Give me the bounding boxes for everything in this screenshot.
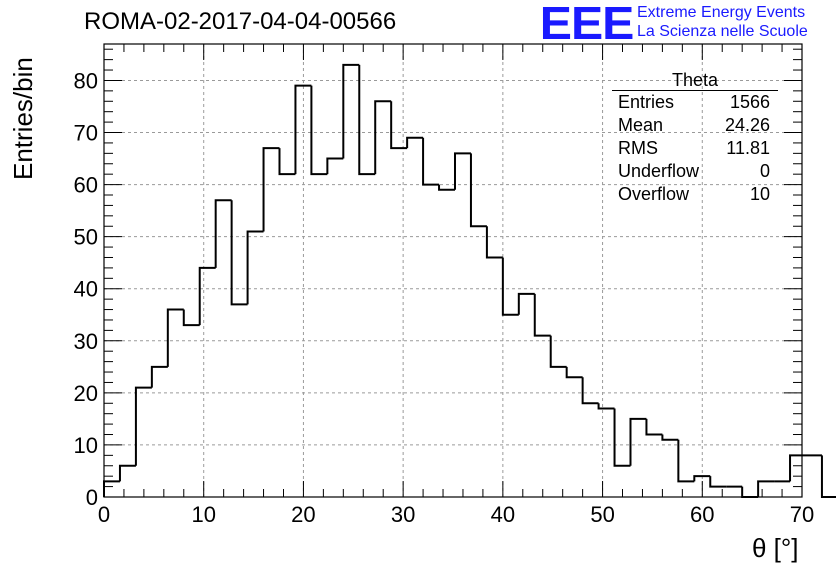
grid-lines bbox=[104, 44, 802, 497]
histogram-bin bbox=[230, 200, 248, 306]
histogram-bin bbox=[709, 476, 727, 488]
histogram-bin bbox=[198, 266, 216, 326]
histogram-bin bbox=[533, 293, 551, 337]
histogram-bin bbox=[406, 136, 424, 149]
histogram-bin bbox=[485, 226, 503, 259]
stats-row: Overflow 10 bbox=[612, 183, 778, 206]
y-tick-label: 20 bbox=[74, 381, 98, 406]
y-tick-label: 10 bbox=[74, 433, 98, 458]
stats-value: 24.26 bbox=[724, 115, 770, 135]
y-tick-label: 40 bbox=[74, 277, 98, 302]
histogram-bin bbox=[597, 403, 615, 410]
histogram-bin bbox=[789, 454, 806, 482]
x-tick-label: 20 bbox=[291, 502, 315, 527]
x-tick-label: 60 bbox=[690, 502, 714, 527]
histogram-bin bbox=[374, 100, 392, 175]
histogram-bin bbox=[118, 464, 136, 482]
logo-line-2: La Scienza nelle Scuole bbox=[637, 23, 808, 40]
histogram-bin bbox=[517, 292, 535, 315]
y-tick-label: 60 bbox=[74, 173, 98, 198]
x-tick-label: 70 bbox=[790, 502, 814, 527]
plot-frame bbox=[103, 43, 803, 498]
tick-labels: 0 10 20 30 40 50 60 70 0 10 20 30 40 50 60 70 80 bbox=[74, 68, 815, 527]
stats-row: Mean 24.26 bbox=[612, 114, 778, 137]
histogram-bin bbox=[581, 377, 599, 405]
stats-label: Underflow bbox=[618, 161, 700, 181]
histogram-bin bbox=[677, 439, 695, 483]
stats-box-title: Theta bbox=[612, 70, 778, 91]
histogram-bin bbox=[134, 386, 152, 466]
logo-line-1: Extreme Energy Events bbox=[637, 4, 806, 21]
stats-label: Mean bbox=[618, 115, 664, 135]
eee-logo: EEE bbox=[539, 0, 635, 49]
histogram-bin bbox=[820, 455, 836, 498]
histogram-bin bbox=[150, 365, 168, 388]
stats-value: 11.81 bbox=[726, 138, 770, 158]
histogram-bin bbox=[453, 152, 471, 190]
x-tick-label: 10 bbox=[191, 502, 215, 527]
histogram-bin bbox=[294, 84, 312, 175]
histogram-bars bbox=[103, 63, 836, 498]
histogram-bin bbox=[422, 137, 440, 186]
x-axis-label: θ [°] bbox=[752, 533, 799, 563]
stats-value: 10 bbox=[749, 184, 770, 204]
histogram-bin bbox=[629, 417, 647, 466]
x-tick-label: 40 bbox=[491, 502, 515, 527]
histogram-bin bbox=[358, 64, 376, 176]
histogram-bin bbox=[565, 366, 583, 379]
x-tick-label: 50 bbox=[590, 502, 614, 527]
stats-row: RMS 11.81 bbox=[612, 137, 778, 160]
y-tick-label: 70 bbox=[74, 121, 98, 146]
histogram-bin bbox=[741, 486, 759, 498]
x-tick-label: 0 bbox=[98, 502, 110, 527]
axes bbox=[103, 43, 803, 498]
histogram-bin bbox=[342, 63, 360, 159]
stats-row: Underflow 0 bbox=[612, 160, 778, 183]
stats-row: Entries 1566 bbox=[612, 91, 778, 114]
histogram-bin bbox=[310, 85, 328, 176]
y-axis-label: Entries/bin bbox=[8, 57, 38, 180]
logo-text: Extreme Energy Events La Scienza nelle S… bbox=[637, 3, 808, 41]
histogram-bin bbox=[390, 101, 408, 150]
histogram-bin bbox=[438, 184, 455, 191]
stats-label: RMS bbox=[618, 138, 658, 158]
histogram-bin bbox=[103, 480, 120, 497]
histogram-bin bbox=[613, 408, 631, 467]
stats-label: Entries bbox=[618, 92, 675, 112]
histogram-bin bbox=[246, 230, 264, 305]
histogram-bin bbox=[278, 148, 296, 176]
y-tick-label: 50 bbox=[74, 225, 98, 250]
histogram-bin bbox=[757, 480, 775, 497]
histogram-bin bbox=[693, 475, 711, 482]
histogram-bin bbox=[645, 418, 663, 436]
y-tick-label: 80 bbox=[74, 68, 98, 93]
histogram-bin bbox=[661, 434, 679, 441]
stats-value: 0 bbox=[759, 161, 770, 181]
stats-label: Overflow bbox=[618, 184, 690, 204]
y-tick-label: 0 bbox=[86, 485, 98, 510]
histogram-bin bbox=[182, 309, 200, 327]
histogram-bin bbox=[501, 257, 519, 316]
stats-box: Theta Entries 1566 Mean 24.26 RMS 11.81 Underf… bbox=[612, 70, 778, 206]
stats-value: 1566 bbox=[729, 92, 770, 112]
chart-title: ROMA-02-2017-04-04-00566 bbox=[84, 8, 397, 35]
histogram-bin bbox=[214, 199, 232, 268]
histogram-bin bbox=[262, 147, 280, 232]
y-tick-label: 30 bbox=[74, 329, 98, 354]
x-tick-label: 30 bbox=[391, 502, 415, 527]
histogram-bin bbox=[469, 153, 487, 228]
histogram-bin bbox=[166, 308, 184, 367]
histogram-bin bbox=[326, 157, 344, 175]
histogram-bin bbox=[549, 335, 567, 368]
